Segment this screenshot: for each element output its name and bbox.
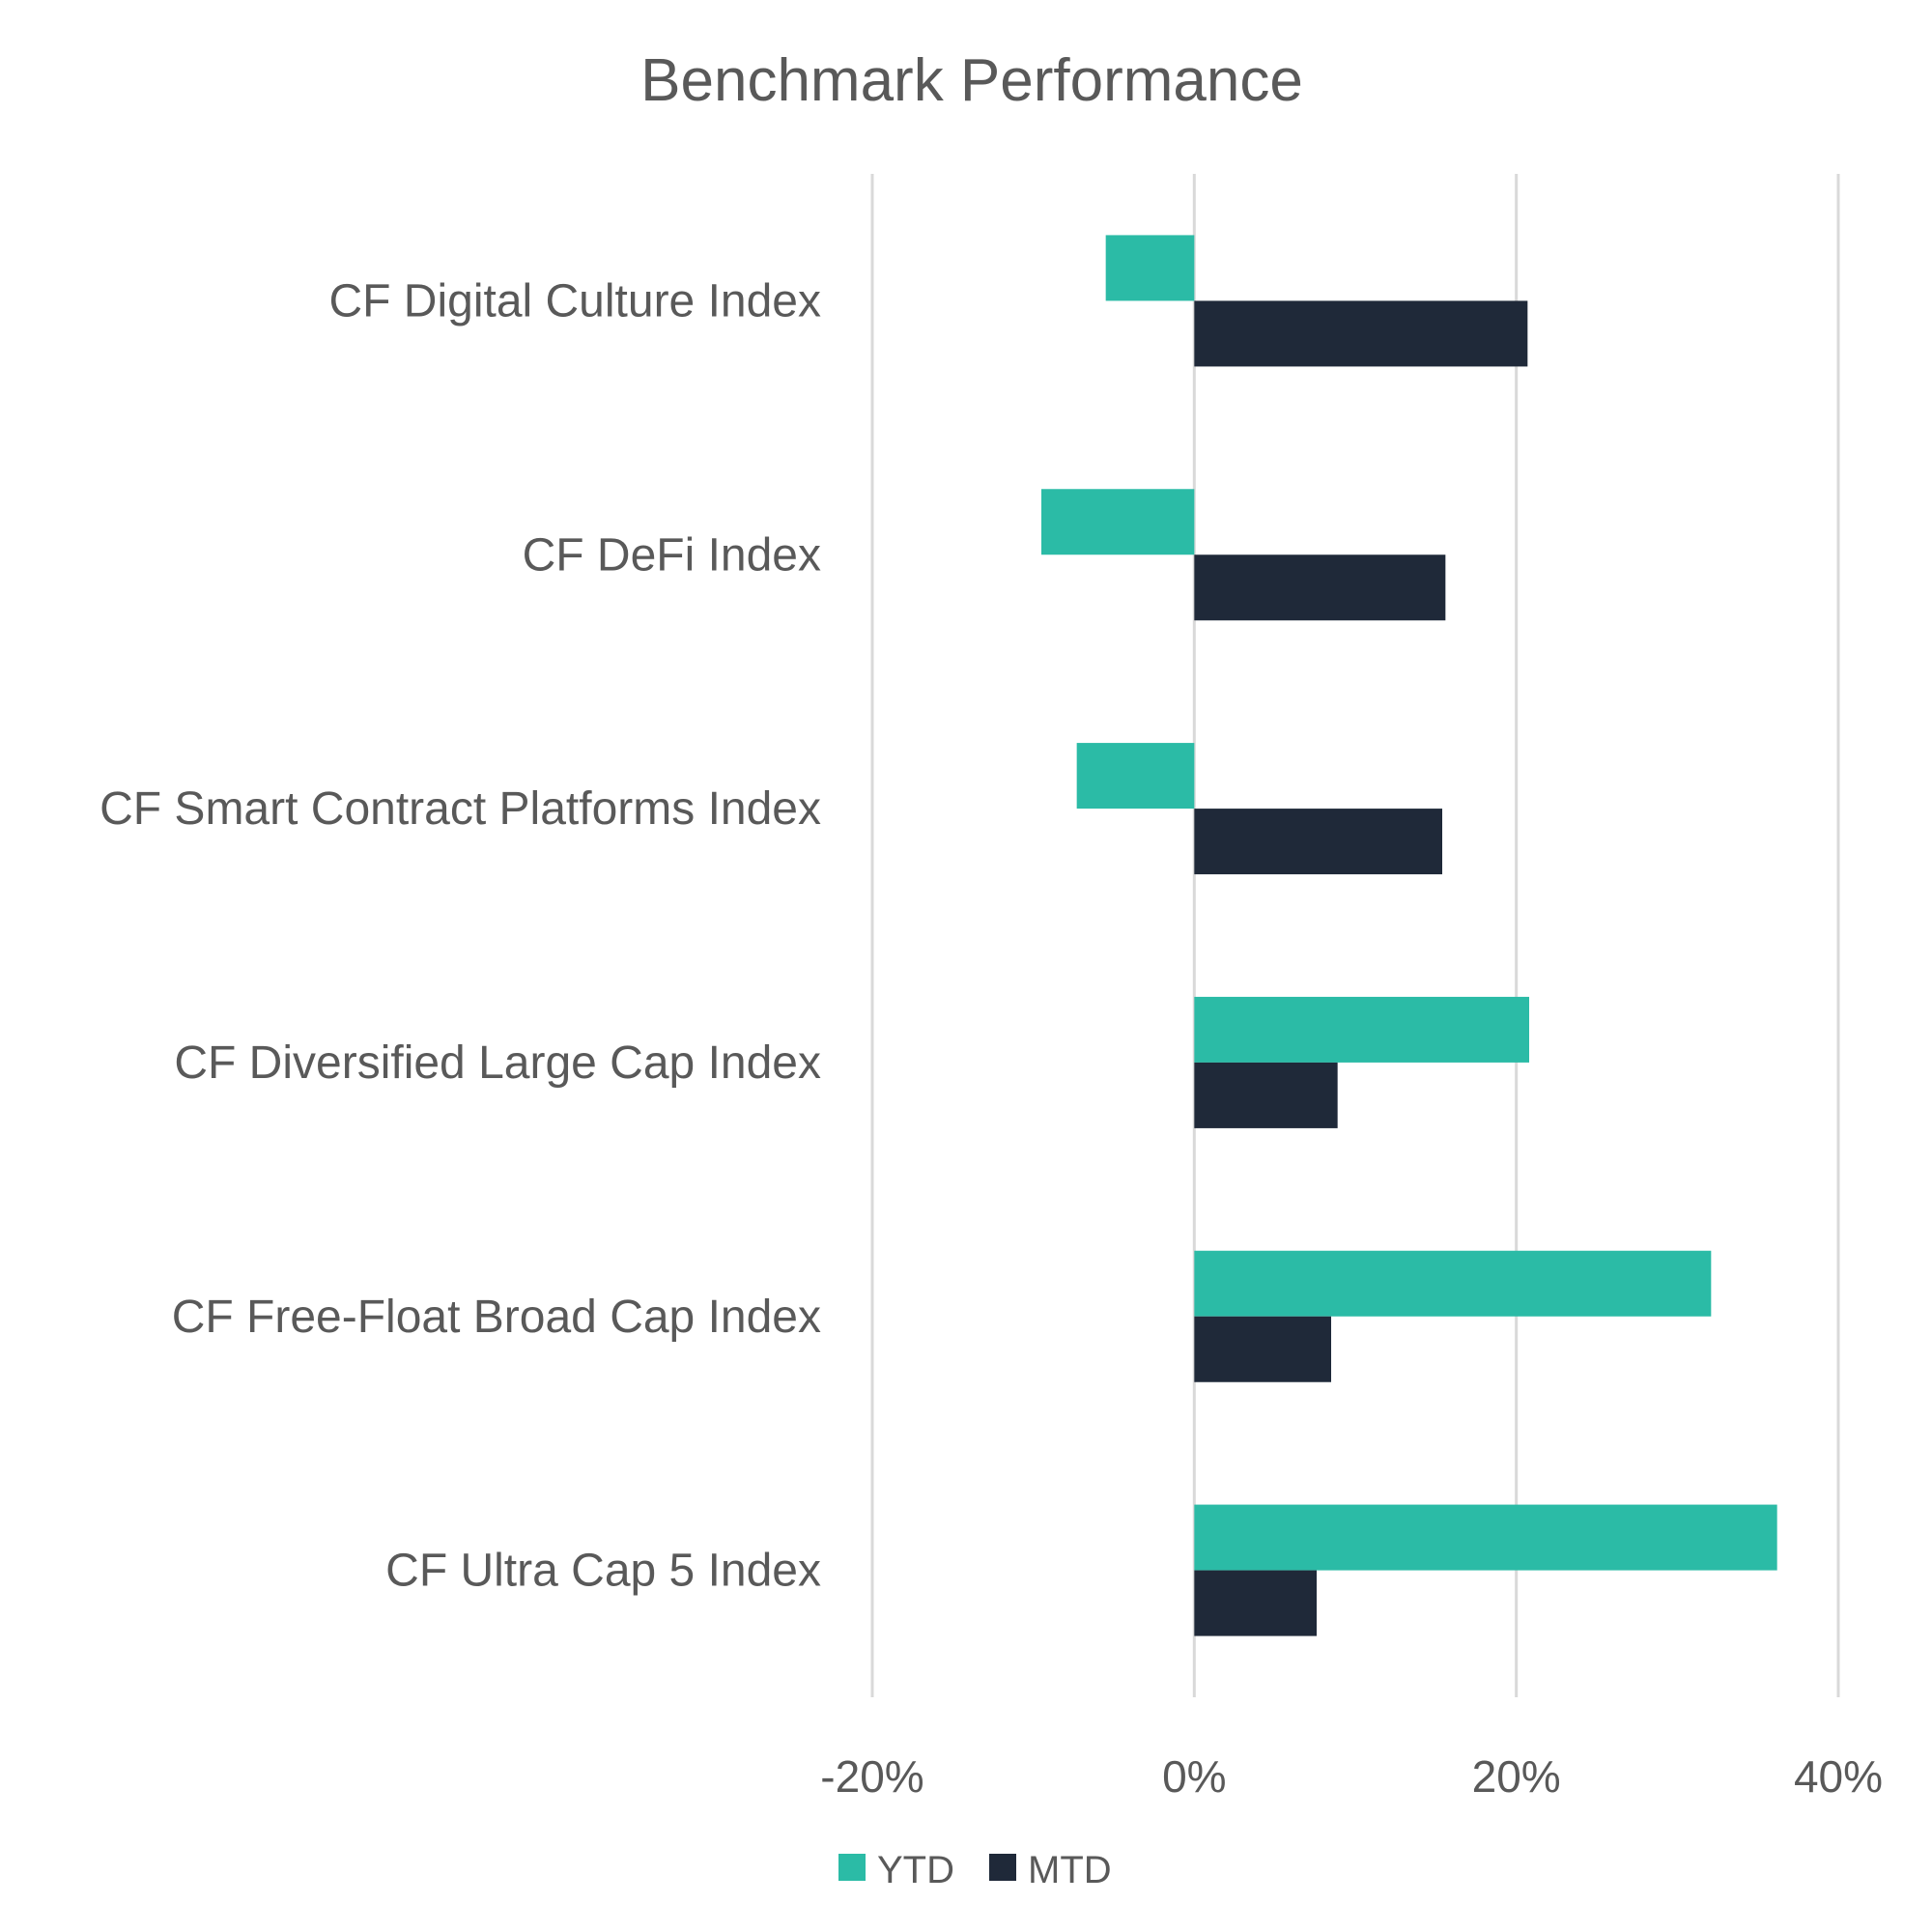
x-tick-label: -20% <box>820 1751 923 1802</box>
category-label: CF Smart Contract Platforms Index <box>99 783 821 835</box>
bar-mtd-0 <box>1194 300 1528 367</box>
bar-mtd-4 <box>1194 1316 1331 1382</box>
category-label: CF Diversified Large Cap Index <box>174 1037 821 1089</box>
legend-swatch-mtd <box>989 1854 1016 1881</box>
bars <box>1041 235 1777 1636</box>
chart-title: Benchmark Performance <box>640 47 1303 114</box>
x-tick-label: 40% <box>1794 1751 1883 1802</box>
gridlines <box>870 174 1840 1697</box>
legend: YTD MTD <box>838 1849 1112 1891</box>
bar-ytd-0 <box>1105 235 1195 301</box>
bar-ytd-4 <box>1194 1250 1712 1317</box>
bar-mtd-5 <box>1194 1570 1317 1636</box>
legend-swatch-ytd <box>838 1854 866 1881</box>
legend-label-ytd: YTD <box>877 1849 954 1891</box>
bar-ytd-5 <box>1194 1504 1777 1571</box>
bar-ytd-2 <box>1076 743 1195 810</box>
bar-mtd-1 <box>1194 554 1446 621</box>
bar-mtd-3 <box>1194 1062 1338 1128</box>
category-label: CF Free-Float Broad Cap Index <box>172 1292 821 1343</box>
x-tick-label: 0% <box>1162 1751 1226 1802</box>
x-tick-labels: -20% 0% 20% 40% <box>820 1751 1883 1802</box>
x-tick-label: 20% <box>1472 1751 1561 1802</box>
bar-mtd-2 <box>1194 809 1442 875</box>
legend-label-mtd: MTD <box>1028 1849 1112 1891</box>
category-label: CF Digital Culture Index <box>328 275 821 327</box>
bar-ytd-1 <box>1041 489 1195 555</box>
category-label: CF DeFi Index <box>523 529 821 581</box>
category-label: CF Ultra Cap 5 Index <box>385 1546 821 1597</box>
bar-ytd-3 <box>1194 996 1529 1063</box>
category-labels: CF Digital Culture Index CF DeFi Index CF … <box>99 275 821 1596</box>
